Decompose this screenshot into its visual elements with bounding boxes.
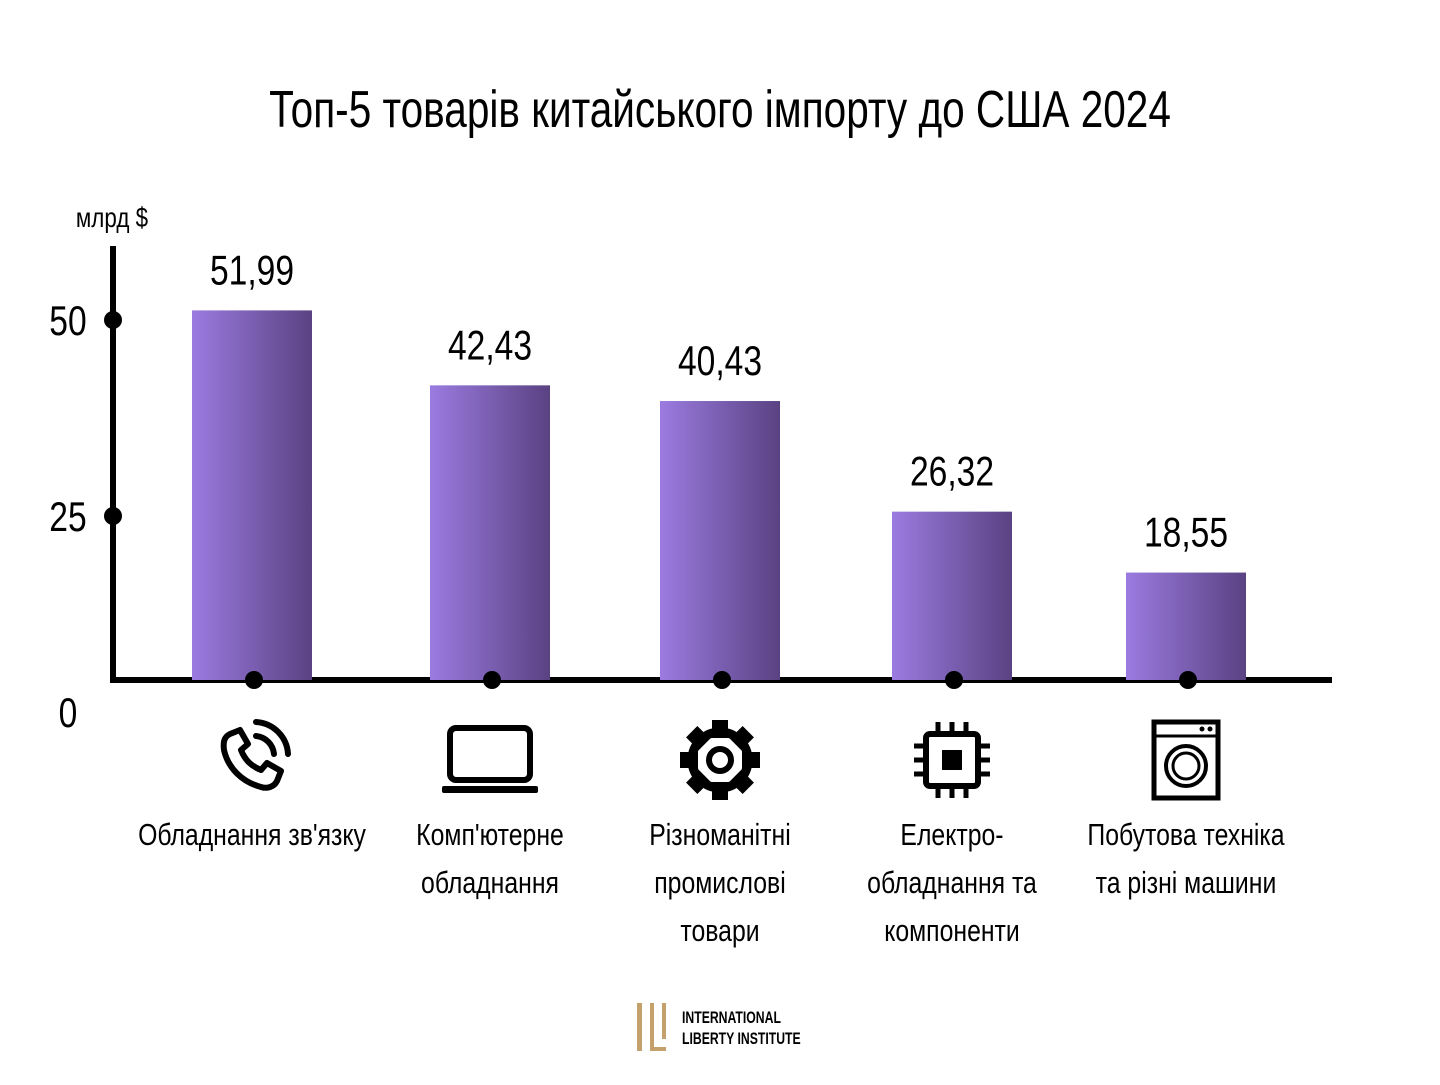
laptop-icon bbox=[442, 725, 538, 793]
category-label: обладнання та bbox=[867, 865, 1037, 899]
x-tick-dot bbox=[1179, 671, 1197, 689]
category-label: та різні машини bbox=[1096, 865, 1277, 899]
category-label: Електро- bbox=[900, 817, 1003, 851]
y-tick-label: 25 bbox=[49, 495, 86, 541]
bar-value-label: 40,43 bbox=[678, 339, 762, 385]
category-label: компоненти bbox=[884, 913, 1020, 947]
x-tick-dot bbox=[483, 671, 501, 689]
logo-line1: International bbox=[682, 1009, 781, 1027]
y-axis-label: млрд $ bbox=[76, 203, 148, 234]
x-tick-dot bbox=[245, 671, 263, 689]
bar-value-label: 42,43 bbox=[448, 323, 532, 369]
y-tick-dot bbox=[104, 507, 122, 525]
category-label: Різноманітні bbox=[649, 817, 790, 851]
bar bbox=[192, 310, 312, 680]
y-tick-dot bbox=[104, 311, 122, 329]
category-label: товари bbox=[680, 913, 759, 947]
bar bbox=[892, 511, 1012, 680]
logo: International Liberty Institute bbox=[637, 1003, 801, 1051]
washing-machine-icon bbox=[1151, 719, 1221, 801]
phone-icon bbox=[220, 719, 291, 791]
bar bbox=[660, 401, 780, 680]
gear-icon bbox=[680, 720, 760, 800]
bar-value-label: 18,55 bbox=[1144, 510, 1228, 556]
y-tick-label: 0 bbox=[59, 691, 78, 737]
category-label: Комп'ютерне bbox=[416, 817, 564, 851]
bar-value-label: 26,32 bbox=[910, 449, 994, 495]
chart-title: Топ-5 товарів китайського імпорту до США… bbox=[269, 80, 1171, 138]
y-tick-label: 50 bbox=[49, 299, 86, 345]
category-label: Обладнання зв'язку bbox=[138, 817, 366, 851]
chip-icon bbox=[914, 722, 990, 798]
x-tick-dot bbox=[945, 671, 963, 689]
x-tick-dot bbox=[713, 671, 731, 689]
bar bbox=[1126, 572, 1246, 680]
logo-line2: Liberty Institute bbox=[682, 1030, 801, 1048]
category-label: обладнання bbox=[421, 865, 559, 899]
bar bbox=[430, 385, 550, 680]
bar-value-label: 51,99 bbox=[210, 248, 294, 294]
category-label: промислові bbox=[654, 865, 786, 899]
category-label: Побутова техніка bbox=[1087, 817, 1285, 851]
